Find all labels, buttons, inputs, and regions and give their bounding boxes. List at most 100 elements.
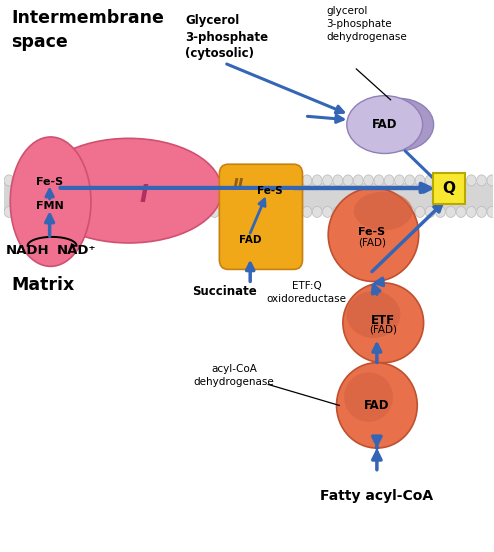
Circle shape bbox=[271, 175, 281, 186]
Circle shape bbox=[138, 206, 147, 217]
Circle shape bbox=[35, 175, 45, 186]
Circle shape bbox=[405, 206, 414, 217]
Circle shape bbox=[241, 175, 250, 186]
Ellipse shape bbox=[10, 137, 91, 267]
Circle shape bbox=[477, 206, 487, 217]
Circle shape bbox=[446, 206, 455, 217]
Circle shape bbox=[86, 206, 96, 217]
Circle shape bbox=[477, 175, 487, 186]
Circle shape bbox=[220, 206, 230, 217]
Circle shape bbox=[282, 206, 291, 217]
Circle shape bbox=[436, 175, 446, 186]
Circle shape bbox=[107, 175, 117, 186]
Text: glycerol
3-phosphate
dehydrogenase: glycerol 3-phosphate dehydrogenase bbox=[326, 6, 407, 42]
Circle shape bbox=[384, 206, 394, 217]
Circle shape bbox=[456, 206, 466, 217]
Text: Glycerol
3-phosphate
(cytosolic): Glycerol 3-phosphate (cytosolic) bbox=[185, 14, 268, 61]
Circle shape bbox=[117, 206, 127, 217]
Circle shape bbox=[250, 206, 260, 217]
Bar bbox=[4, 183, 494, 196]
Circle shape bbox=[333, 206, 343, 217]
Text: I: I bbox=[139, 183, 148, 206]
Circle shape bbox=[292, 206, 301, 217]
Circle shape bbox=[25, 175, 35, 186]
Circle shape bbox=[241, 206, 250, 217]
Circle shape bbox=[168, 175, 178, 186]
Circle shape bbox=[168, 206, 178, 217]
Circle shape bbox=[4, 175, 14, 186]
Circle shape bbox=[55, 175, 65, 186]
Circle shape bbox=[209, 206, 219, 217]
Circle shape bbox=[86, 175, 96, 186]
Circle shape bbox=[282, 175, 291, 186]
FancyBboxPatch shape bbox=[219, 164, 302, 269]
Bar bbox=[4, 196, 494, 210]
Circle shape bbox=[189, 175, 199, 186]
Circle shape bbox=[189, 206, 199, 217]
Text: II: II bbox=[232, 178, 244, 193]
Circle shape bbox=[209, 175, 219, 186]
Circle shape bbox=[230, 175, 240, 186]
Circle shape bbox=[312, 206, 322, 217]
Circle shape bbox=[45, 175, 55, 186]
Ellipse shape bbox=[347, 95, 423, 153]
Circle shape bbox=[446, 175, 455, 186]
Text: Matrix: Matrix bbox=[11, 276, 75, 294]
Circle shape bbox=[302, 175, 312, 186]
Circle shape bbox=[14, 175, 24, 186]
Text: NADH: NADH bbox=[6, 243, 49, 257]
Circle shape bbox=[25, 206, 35, 217]
Text: ETF: ETF bbox=[371, 314, 395, 327]
Circle shape bbox=[343, 206, 353, 217]
Circle shape bbox=[250, 175, 260, 186]
Circle shape bbox=[107, 206, 117, 217]
Circle shape bbox=[353, 206, 363, 217]
Circle shape bbox=[487, 175, 494, 186]
Ellipse shape bbox=[336, 363, 417, 448]
Circle shape bbox=[138, 175, 147, 186]
Ellipse shape bbox=[365, 98, 434, 151]
Circle shape bbox=[425, 206, 435, 217]
Text: Fe-S: Fe-S bbox=[257, 185, 283, 195]
Ellipse shape bbox=[328, 188, 419, 282]
Text: Fe-S: Fe-S bbox=[359, 227, 385, 237]
Circle shape bbox=[415, 175, 425, 186]
Circle shape bbox=[127, 206, 137, 217]
Text: Fe-S: Fe-S bbox=[36, 177, 63, 187]
Circle shape bbox=[97, 206, 106, 217]
Text: Intermembrane: Intermembrane bbox=[11, 9, 165, 27]
Circle shape bbox=[117, 175, 127, 186]
Circle shape bbox=[323, 175, 332, 186]
Ellipse shape bbox=[343, 283, 423, 363]
Circle shape bbox=[127, 175, 137, 186]
Ellipse shape bbox=[344, 373, 393, 422]
Circle shape bbox=[405, 175, 414, 186]
Circle shape bbox=[364, 175, 373, 186]
Circle shape bbox=[374, 175, 384, 186]
Circle shape bbox=[312, 175, 322, 186]
Circle shape bbox=[466, 206, 476, 217]
Circle shape bbox=[148, 206, 158, 217]
Circle shape bbox=[415, 206, 425, 217]
Text: Fatty acyl-CoA: Fatty acyl-CoA bbox=[320, 489, 433, 503]
Circle shape bbox=[261, 175, 271, 186]
Ellipse shape bbox=[347, 291, 400, 338]
Text: (FAD): (FAD) bbox=[369, 325, 397, 335]
Text: Succinate: Succinate bbox=[192, 285, 257, 298]
Circle shape bbox=[45, 206, 55, 217]
Circle shape bbox=[199, 206, 209, 217]
Circle shape bbox=[374, 206, 384, 217]
Circle shape bbox=[76, 206, 86, 217]
Circle shape bbox=[343, 175, 353, 186]
Circle shape bbox=[230, 206, 240, 217]
Ellipse shape bbox=[354, 192, 412, 230]
Text: FAD: FAD bbox=[372, 118, 398, 131]
Circle shape bbox=[292, 175, 301, 186]
Circle shape bbox=[333, 175, 343, 186]
Circle shape bbox=[487, 206, 494, 217]
Text: acyl-CoA
dehydrogenase: acyl-CoA dehydrogenase bbox=[194, 364, 275, 387]
Circle shape bbox=[97, 175, 106, 186]
Circle shape bbox=[456, 175, 466, 186]
Circle shape bbox=[179, 175, 189, 186]
Text: Q: Q bbox=[442, 181, 455, 196]
